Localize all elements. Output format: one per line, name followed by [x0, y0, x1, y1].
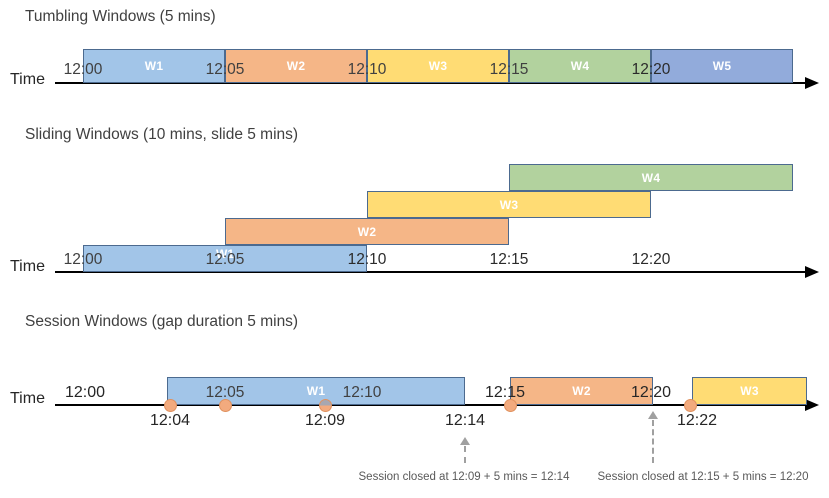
session-tick: 12:20 — [630, 384, 672, 401]
window-label: W4 — [570, 59, 590, 73]
tumbling-window-w4: W4 — [509, 49, 651, 83]
sliding-window-w4: W4 — [509, 164, 793, 191]
window-label: W3 — [740, 384, 759, 398]
tumbling-tick: 12:05 — [205, 61, 245, 78]
event-dot — [684, 399, 697, 412]
tumbling-title: Tumbling Windows (5 mins) — [25, 8, 216, 25]
window-label: W2 — [286, 59, 306, 73]
event-dot — [164, 399, 177, 412]
tumbling-window-w5: W5 — [651, 49, 793, 83]
tumbling-window-w1: W1 — [83, 49, 225, 83]
sliding-tick: 12:20 — [631, 251, 671, 268]
session-window-w1: W1 — [167, 377, 465, 405]
event-dot — [219, 399, 232, 412]
sliding-window-w2: W2 — [225, 218, 509, 245]
tumbling-tick: 12:00 — [63, 61, 103, 78]
session-tick: 12:05 — [205, 384, 245, 401]
tumbling-tick: 12:20 — [631, 61, 671, 78]
sliding-tick: 12:00 — [63, 251, 103, 268]
up-arrow-icon — [460, 437, 470, 445]
sliding-axis-arrowhead-icon — [805, 266, 819, 278]
session-window-w3: W3 — [692, 377, 807, 405]
session-event-label: 12:14 — [444, 412, 486, 429]
session-annotation: Session closed at 12:09 + 5 mins = 12:14 — [358, 471, 570, 483]
tumbling-time-axis — [55, 82, 805, 84]
window-label: W5 — [712, 59, 732, 73]
sliding-time-axis-label: Time — [10, 258, 45, 275]
up-arrow-icon — [648, 411, 658, 419]
sliding-tick: 12:10 — [347, 251, 387, 268]
tumbling-window-w3: W3 — [367, 49, 509, 83]
sliding-title: Sliding Windows (10 mins, slide 5 mins) — [25, 126, 299, 143]
tumbling-window-w2: W2 — [225, 49, 367, 83]
window-label: W1 — [306, 384, 326, 398]
session-axis-arrowhead-icon — [805, 399, 819, 411]
session-event-label: 12:09 — [304, 412, 346, 429]
tumbling-time-axis-label: Time — [10, 71, 45, 88]
session-time-axis — [55, 404, 805, 406]
sliding-window-w3: W3 — [367, 191, 651, 218]
window-label: W1 — [216, 247, 234, 261]
session-tick: 12:15 — [484, 384, 526, 401]
session-tick: 12:10 — [342, 384, 382, 401]
session-tick: 12:00 — [64, 384, 106, 401]
session-event-label: 12:22 — [676, 412, 718, 429]
up-arrow-line — [464, 446, 466, 463]
tumbling-tick: 12:10 — [347, 61, 387, 78]
up-arrow-line — [652, 420, 654, 463]
window-label: W1 — [144, 59, 164, 73]
window-label: W3 — [428, 59, 448, 73]
sliding-tick: 12:05 — [205, 251, 245, 268]
event-dot — [504, 399, 517, 412]
sliding-time-axis — [55, 271, 805, 273]
sliding-tick: 12:15 — [489, 251, 529, 268]
event-dot — [319, 399, 332, 412]
sliding-window-w1 — [83, 245, 367, 272]
tumbling-axis-arrowhead-icon — [805, 77, 819, 89]
window-label: W3 — [499, 197, 519, 212]
session-event-label: 12:04 — [149, 412, 191, 429]
session-title: Session Windows (gap duration 5 mins) — [25, 313, 299, 330]
window-label: W2 — [357, 224, 377, 239]
window-label: W2 — [572, 384, 591, 398]
session-time-axis-label: Time — [10, 390, 45, 407]
session-annotation: Session closed at 12:15 + 5 mins = 12:20 — [597, 471, 809, 483]
window-label: W4 — [641, 170, 661, 185]
tumbling-tick: 12:15 — [489, 61, 529, 78]
session-window-w2: W2 — [510, 377, 653, 405]
